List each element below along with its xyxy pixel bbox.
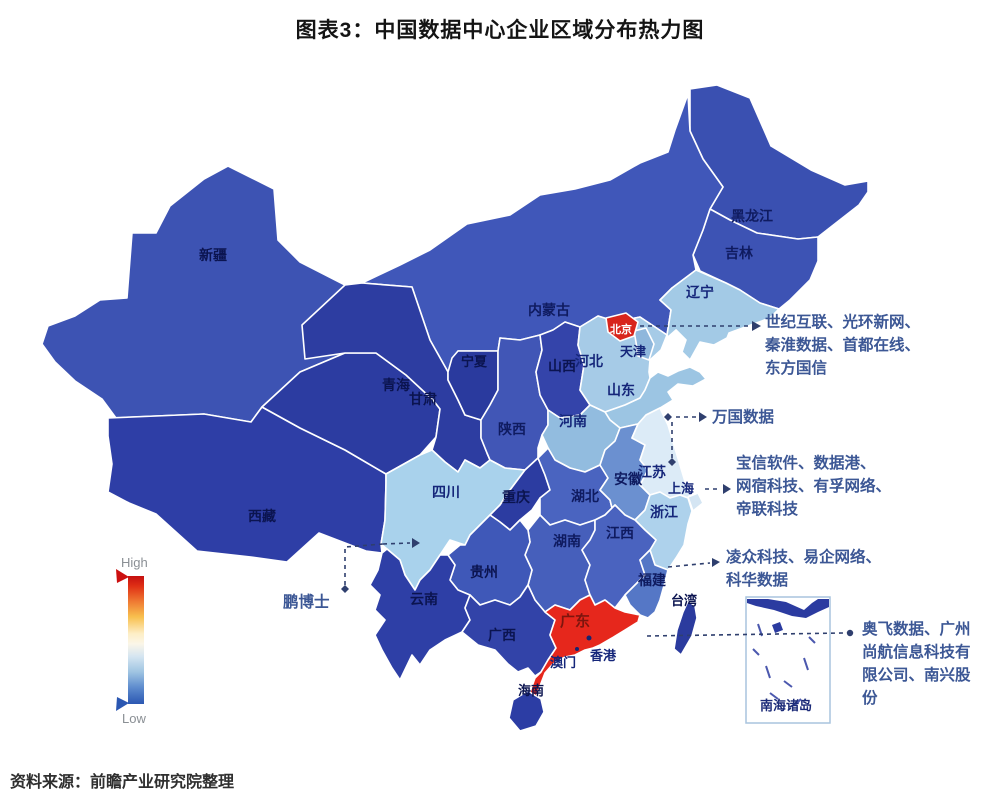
legend-high-marker <box>116 569 129 583</box>
province-jilin <box>692 208 819 310</box>
province-label-qinghai: 青海 <box>382 377 410 393</box>
province-label-zhejiang: 浙江 <box>650 504 678 520</box>
province-fujian <box>624 549 669 619</box>
province-shanghai <box>687 492 704 512</box>
shanghai-companies-annotation-line: 网宿科技、有孚网络、 <box>736 476 891 495</box>
guangdong-companies-annotation-line: 尚航信息科技有 <box>862 642 971 661</box>
fujian-connector-line <box>667 562 711 568</box>
legend-gradient-bar <box>128 576 144 704</box>
hongkong-marker <box>586 635 592 641</box>
fujian-companies-annotation-line: 凌众科技、易企网络、 <box>726 547 881 566</box>
province-label-anhui: 安徽 <box>614 471 643 487</box>
beijing-companies-annotation-line: 秦淮数据、首都在线、 <box>764 335 920 354</box>
province-shapes <box>41 84 869 732</box>
guangdong-companies-annotation-line: 限公司、南兴股 <box>862 665 971 684</box>
province-taiwan <box>673 600 698 656</box>
province-label-guangxi: 广西 <box>488 627 516 643</box>
province-label-xizang: 西藏 <box>248 508 276 524</box>
city-label-hongkong: 香港 <box>589 648 617 663</box>
inset-coast-shape <box>747 599 829 618</box>
province-label-chongqing: 重庆 <box>502 489 530 505</box>
province-beijing <box>605 312 639 342</box>
province-label-liaoning: 辽宁 <box>686 284 714 300</box>
macau-marker <box>575 647 579 651</box>
inset-island-shape <box>772 622 783 633</box>
inset-label: 南海诸岛 <box>760 698 812 713</box>
pengboshi-annotation-line: 鹏博士 <box>283 592 330 611</box>
guangdong-companies-annotation-line: 份 <box>862 688 878 707</box>
wanguo-annotation-line: 万国数据 <box>711 407 775 426</box>
inset-border <box>745 596 831 724</box>
province-label-xinjiang: 新疆 <box>199 247 227 263</box>
province-label-guangdong: 广东 <box>560 612 590 630</box>
page-title: 图表3：中国数据中心企业区域分布热力图 <box>295 19 705 42</box>
province-tianjin <box>633 327 655 361</box>
province-label-jiangxi: 江西 <box>606 525 634 541</box>
province-label-shaanxi: 陕西 <box>498 421 526 437</box>
shanghai-companies-annotation-line: 宝信软件、数据港、 <box>736 453 876 472</box>
province-liaoning <box>659 269 780 361</box>
beijing-companies-annotation-line: 世纪互联、光环新网、 <box>765 312 920 331</box>
province-label-gansu: 甘肃 <box>409 391 437 407</box>
legend-low-label: Low <box>122 711 146 726</box>
heat-legend: High Low <box>116 555 148 726</box>
province-label-sichuan: 四川 <box>432 484 460 500</box>
guangdong-companies-annotation-line: 奥飞数据、广州 <box>862 619 971 638</box>
legend-high-label: High <box>121 555 148 570</box>
province-label-yunnan: 云南 <box>410 591 438 607</box>
fujian-companies-annotation-line: 科华数据 <box>726 570 789 589</box>
source-line: 资料来源：前瞻产业研究院整理 <box>10 774 235 791</box>
beijing-companies-annotation-line: 东方国信 <box>765 358 827 377</box>
province-label-shandong: 山东 <box>607 382 635 398</box>
province-label-jilin: 吉林 <box>725 245 753 261</box>
province-label-beijing: 北京 <box>610 322 632 336</box>
province-label-guizhou: 贵州 <box>470 564 498 580</box>
province-label-ningxia: 宁夏 <box>461 354 488 369</box>
province-label-neimenggu: 内蒙古 <box>528 302 570 318</box>
province-label-shanxi: 山西 <box>548 358 576 374</box>
shanghai-companies-annotation-line: 帝联科技 <box>736 499 799 518</box>
province-label-jiangsu: 江苏 <box>638 464 666 480</box>
annotation-connectors <box>341 321 854 637</box>
province-label-hainan: 海南 <box>518 683 544 698</box>
province-label-heilongjiang: 黑龙江 <box>731 208 773 224</box>
province-hainan <box>508 690 545 732</box>
province-label-shanghai: 上海 <box>668 481 694 496</box>
city-label-macau: 澳门 <box>550 655 576 670</box>
guangdong-connector-line <box>646 632 844 637</box>
province-label-fujian: 福建 <box>637 572 666 588</box>
province-label-henan: 河南 <box>559 413 587 429</box>
province-label-hubei: 湖北 <box>571 488 599 504</box>
province-label-taiwan: 台湾 <box>671 593 697 608</box>
province-label-hunan: 湖南 <box>553 533 581 549</box>
province-guangdong <box>527 594 641 704</box>
legend-low-marker <box>116 697 129 711</box>
province-label-hebei: 河北 <box>575 353 603 369</box>
company-annotations: 世纪互联、光环新网、秦淮数据、首都在线、东方国信万国数据宝信软件、数据港、网宿科… <box>283 312 971 707</box>
south-china-sea-inset: 南海诸岛 <box>745 596 831 724</box>
province-label-tianjin: 天津 <box>620 344 646 359</box>
